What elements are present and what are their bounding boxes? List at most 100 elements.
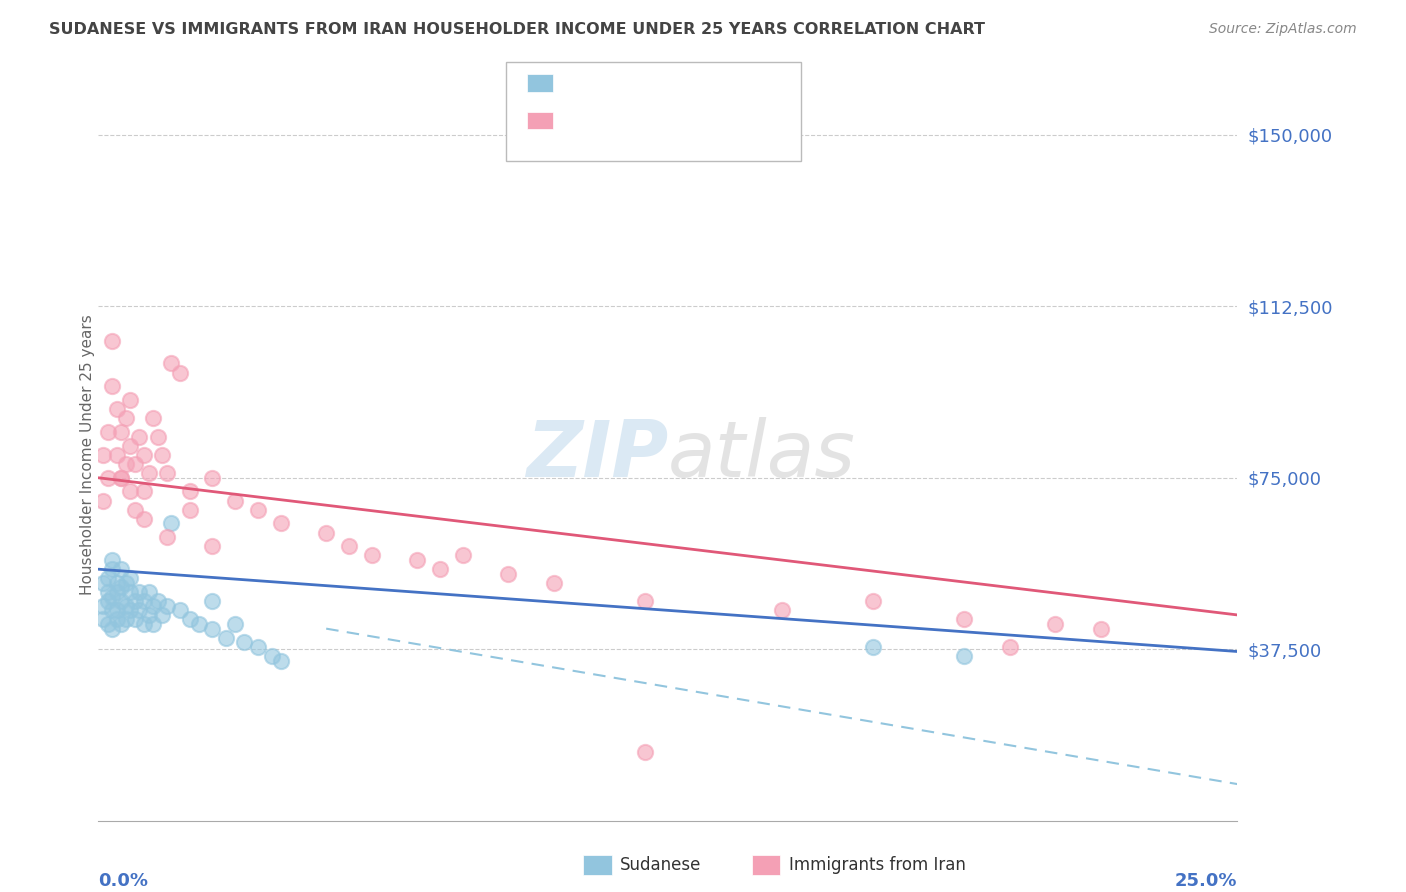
Point	[105, 585, 128, 599]
Point	[142, 617, 165, 632]
Text: Immigrants from Iran: Immigrants from Iran	[789, 856, 966, 874]
Point	[91, 576, 114, 591]
Point	[128, 603, 150, 617]
Point	[160, 516, 183, 531]
Point	[146, 594, 169, 608]
Point	[260, 649, 283, 664]
Point	[91, 612, 114, 626]
Point	[105, 402, 128, 417]
Point	[634, 745, 657, 759]
Point	[862, 640, 884, 654]
Point	[224, 617, 246, 632]
Point	[270, 516, 292, 531]
Point	[124, 612, 146, 626]
Point	[138, 466, 160, 480]
Point	[105, 448, 128, 462]
Point	[114, 411, 136, 425]
Point	[114, 599, 136, 613]
Point	[150, 448, 173, 462]
Text: Sudanese: Sudanese	[620, 856, 702, 874]
Point	[634, 594, 657, 608]
Point	[179, 612, 201, 626]
Point	[201, 594, 224, 608]
Point	[315, 525, 337, 540]
Point	[201, 539, 224, 553]
Point	[201, 622, 224, 636]
Text: N =: N =	[654, 112, 690, 129]
Point	[146, 429, 169, 443]
Point	[953, 612, 976, 626]
Point	[120, 484, 142, 499]
Point	[101, 622, 124, 636]
Point	[150, 607, 173, 622]
Point	[101, 379, 124, 393]
Point	[169, 603, 191, 617]
Point	[105, 603, 128, 617]
Point	[96, 617, 118, 632]
Text: atlas: atlas	[668, 417, 856, 493]
Point	[360, 549, 382, 563]
Text: N =: N =	[654, 74, 690, 92]
Point	[160, 356, 183, 370]
Point	[105, 576, 128, 591]
Point	[1043, 617, 1066, 632]
Point	[543, 576, 565, 591]
Point	[101, 334, 124, 348]
Point	[138, 585, 160, 599]
Point	[91, 493, 114, 508]
Point	[120, 585, 142, 599]
Point	[233, 635, 256, 649]
Point	[201, 471, 224, 485]
Point	[1090, 622, 1112, 636]
Point	[246, 640, 269, 654]
Point	[953, 649, 976, 664]
Point	[120, 439, 142, 453]
Point	[451, 549, 474, 563]
Y-axis label: Householder Income Under 25 years: Householder Income Under 25 years	[80, 315, 94, 595]
Text: Source: ZipAtlas.com: Source: ZipAtlas.com	[1209, 22, 1357, 37]
Point	[96, 585, 118, 599]
Point	[132, 512, 155, 526]
Point	[124, 457, 146, 471]
Text: 53: 53	[682, 74, 704, 92]
Text: R =: R =	[562, 74, 599, 92]
Point	[114, 612, 136, 626]
Point	[246, 502, 269, 516]
Point	[120, 603, 142, 617]
Point	[142, 411, 165, 425]
Text: -0.168: -0.168	[593, 112, 652, 129]
Point	[114, 576, 136, 591]
Point	[114, 457, 136, 471]
Point	[101, 590, 124, 604]
Point	[169, 366, 191, 380]
Point	[128, 585, 150, 599]
Point	[110, 617, 132, 632]
Point	[132, 617, 155, 632]
Point	[110, 581, 132, 595]
Point	[132, 448, 155, 462]
Point	[498, 566, 520, 581]
Point	[110, 425, 132, 439]
Point	[120, 392, 142, 407]
Point	[96, 471, 118, 485]
Point	[132, 594, 155, 608]
Point	[270, 654, 292, 668]
Point	[156, 466, 179, 480]
Point	[156, 530, 179, 544]
Point	[337, 539, 360, 553]
Text: R =: R =	[562, 112, 599, 129]
Point	[110, 471, 132, 485]
Point	[91, 599, 114, 613]
Point	[96, 571, 118, 585]
Point	[406, 553, 429, 567]
Point	[179, 484, 201, 499]
Point	[142, 599, 165, 613]
Point	[110, 562, 132, 576]
Point	[156, 599, 179, 613]
Point	[91, 448, 114, 462]
Point	[770, 603, 793, 617]
Point	[128, 429, 150, 443]
Point	[429, 562, 451, 576]
Point	[224, 493, 246, 508]
Text: SUDANESE VS IMMIGRANTS FROM IRAN HOUSEHOLDER INCOME UNDER 25 YEARS CORRELATION C: SUDANESE VS IMMIGRANTS FROM IRAN HOUSEHO…	[49, 22, 986, 37]
